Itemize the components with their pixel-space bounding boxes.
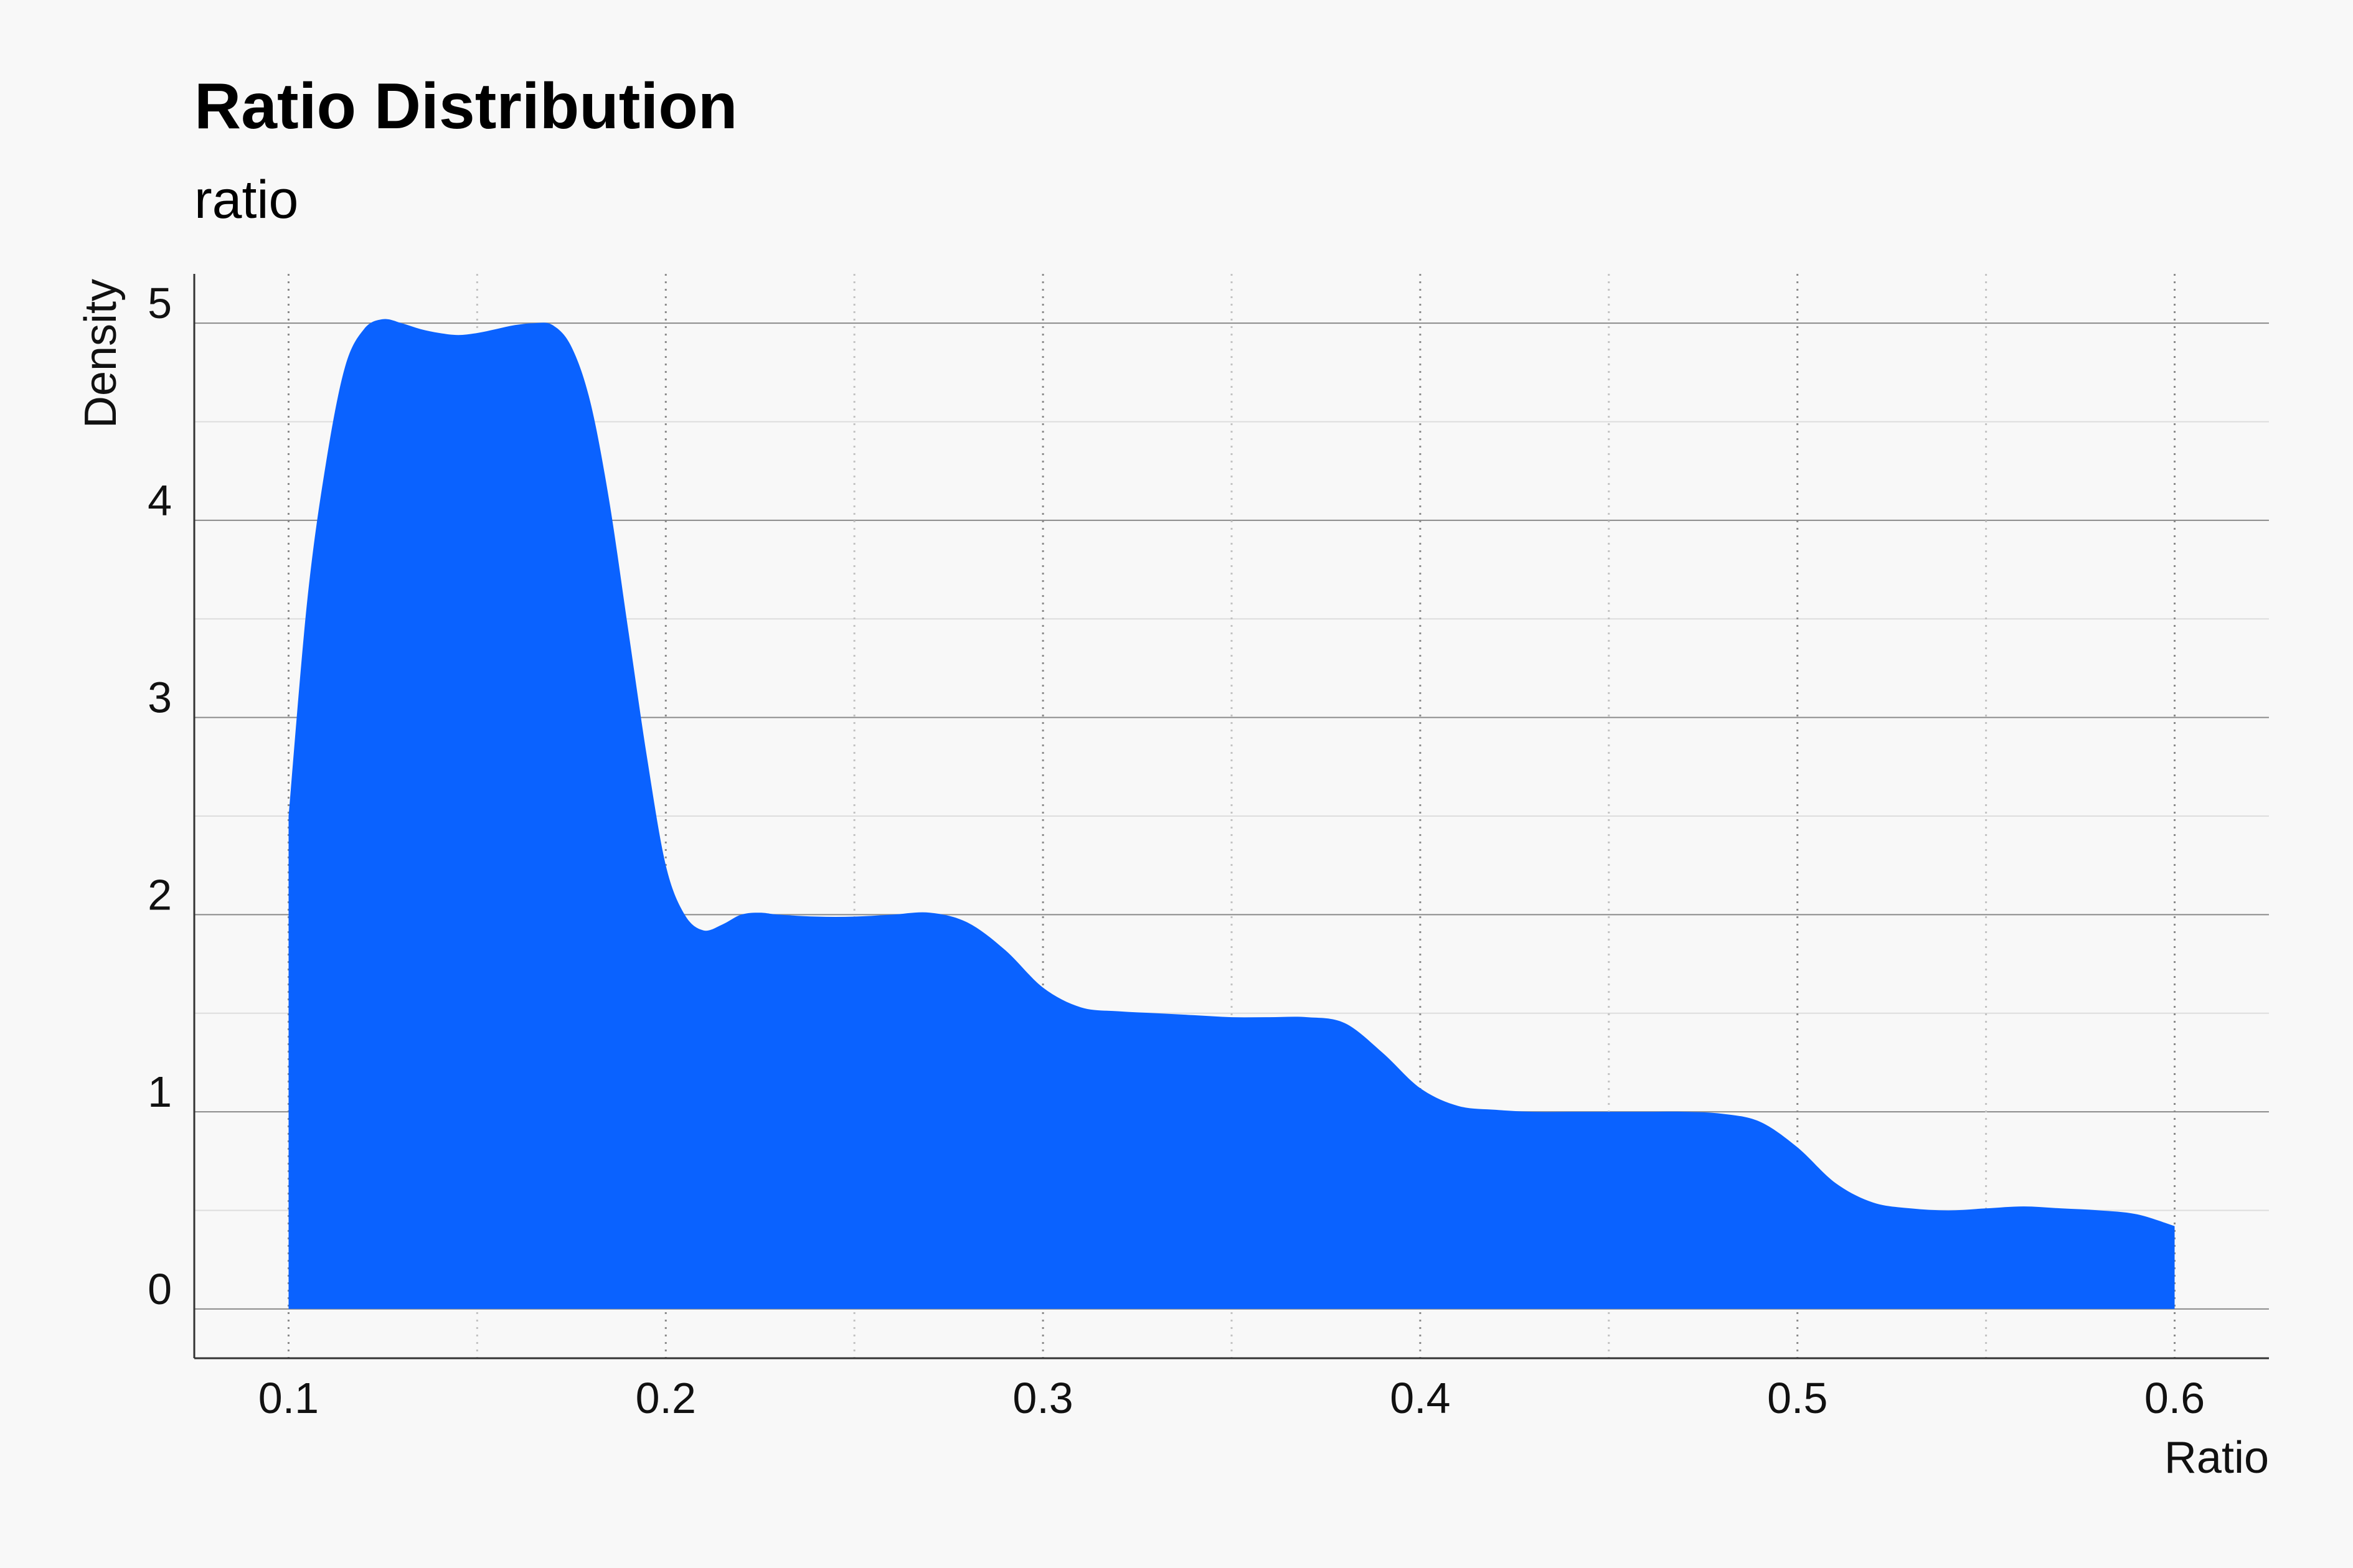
y-tick-label: 0 xyxy=(148,1265,172,1313)
axis-layer xyxy=(193,274,2269,1359)
area-layer xyxy=(288,319,2175,1309)
y-tick-label: 1 xyxy=(148,1068,172,1116)
y-tick-label: 5 xyxy=(148,279,172,327)
tick-label-layer: 0.1 0.2 0.3 0.4 0.5 0.6 0 1 2 3 4 5 xyxy=(148,279,2205,1422)
y-tick-label: 3 xyxy=(148,674,172,722)
x-axis-title: Ratio xyxy=(2164,1433,2269,1483)
x-tick-label: 0.6 xyxy=(2144,1374,2205,1422)
y-tick-label: 2 xyxy=(148,870,172,919)
y-tick-label: 4 xyxy=(148,476,172,525)
x-tick-label: 0.2 xyxy=(636,1374,696,1422)
chart-title: Ratio Distribution xyxy=(194,70,737,143)
x-tick-label: 0.3 xyxy=(1012,1374,1073,1422)
density-area xyxy=(288,319,2175,1309)
chart-subtitle: ratio xyxy=(194,170,298,230)
x-tick-label: 0.1 xyxy=(258,1374,319,1422)
x-tick-label: 0.5 xyxy=(1767,1374,1827,1422)
x-tick-label: 0.4 xyxy=(1390,1374,1450,1422)
y-axis-title: Density xyxy=(76,279,126,428)
